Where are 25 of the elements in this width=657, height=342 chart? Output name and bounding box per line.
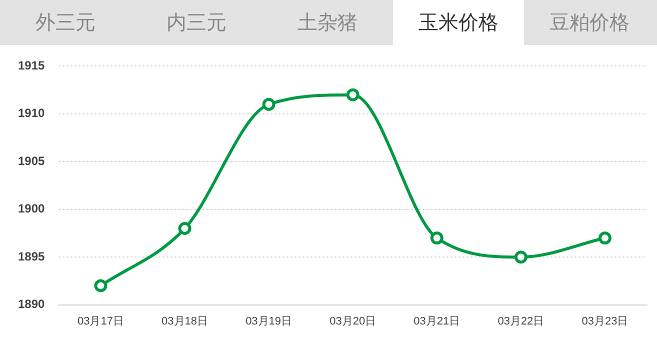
y-tick-label: 1910 [18,106,46,120]
point [430,231,444,244]
text: 玉米价格 [393,0,524,45]
x-tick-label: 03月17日 [77,315,124,328]
point [262,98,276,111]
y-tick-label: 1900 [18,202,46,216]
point [514,250,528,264]
y-tick-label: 1890 [18,297,46,312]
point [598,231,612,244]
y-tick-label: 1915 [18,58,46,73]
text: 内三元 [166,9,228,36]
x-tick-label: 03月19日 [246,315,292,328]
y-tick-label: 1905 [18,154,46,168]
point [178,222,192,235]
y-tick-label: 1895 [18,249,46,264]
text: 豆粕价格 [548,9,630,36]
x-tick-label: 03月23日 [582,315,628,328]
x-tick-label: 03月20日 [330,315,376,328]
x-tick-label: 03月18日 [162,315,208,328]
point [94,279,108,292]
text: 外三元 [34,9,96,36]
text: 土杂猪 [296,9,358,36]
x-tick-label: 03月21日 [414,315,460,328]
point [346,88,360,102]
x-tick-label: 03月22日 [498,315,544,328]
